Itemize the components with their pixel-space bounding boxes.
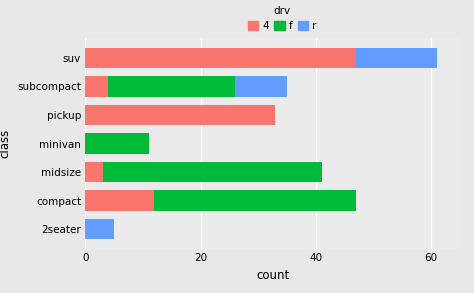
Bar: [85, 105, 275, 125]
Bar: [109, 76, 235, 97]
Bar: [85, 48, 356, 68]
Bar: [85, 219, 114, 239]
Bar: [235, 76, 287, 97]
X-axis label: count: count: [256, 269, 289, 282]
Bar: [155, 190, 356, 211]
Bar: [102, 162, 321, 182]
Y-axis label: class: class: [0, 129, 12, 158]
Legend: 4, f, r: 4, f, r: [248, 6, 317, 31]
Bar: [356, 48, 437, 68]
Bar: [85, 133, 149, 154]
Bar: [85, 190, 155, 211]
Bar: [85, 76, 109, 97]
Bar: [85, 162, 102, 182]
